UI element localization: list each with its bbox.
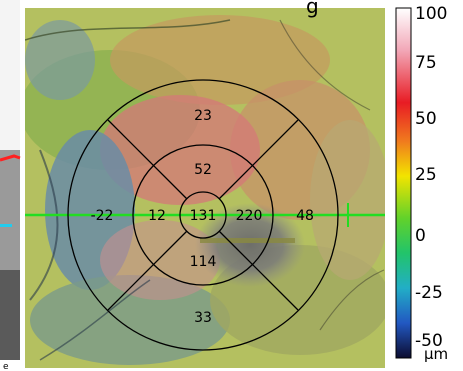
- sector-value-inner-nasal: 12: [148, 208, 166, 224]
- sector-value-inner-inferior: 114: [190, 254, 217, 270]
- sector-value-outer-nasal: -22: [91, 208, 114, 224]
- sector-value-inner-temporal: 220: [236, 208, 263, 224]
- colorbar: [395, 7, 412, 359]
- sector-value-outer-temporal: 48: [296, 208, 314, 224]
- sector-value-outer-superior: 23: [194, 108, 212, 124]
- colorbar-tick-minus-50: -50: [415, 331, 443, 351]
- sector-value-center: 131: [190, 208, 217, 224]
- colorbar-tick-0: 0: [415, 226, 426, 246]
- heatmap-field: [25, 8, 385, 368]
- sector-value-inner-superior: 52: [194, 162, 212, 178]
- etdrs-grid: [67, 79, 339, 351]
- colorbar-tick-100: 100: [415, 4, 448, 24]
- colorbar-tick-50: 50: [415, 109, 437, 129]
- colorbar-tick-25: 25: [415, 165, 437, 185]
- colorbar-unit: µm: [424, 345, 449, 363]
- left-oct-strip: [0, 0, 21, 371]
- left-strip-marker: e: [3, 362, 9, 371]
- colorbar-tick-minus-25: -25: [415, 283, 443, 303]
- sector-value-outer-inferior: 33: [194, 310, 212, 326]
- colorbar-tick-75: 75: [415, 53, 437, 73]
- title-fragment: g: [306, 0, 319, 18]
